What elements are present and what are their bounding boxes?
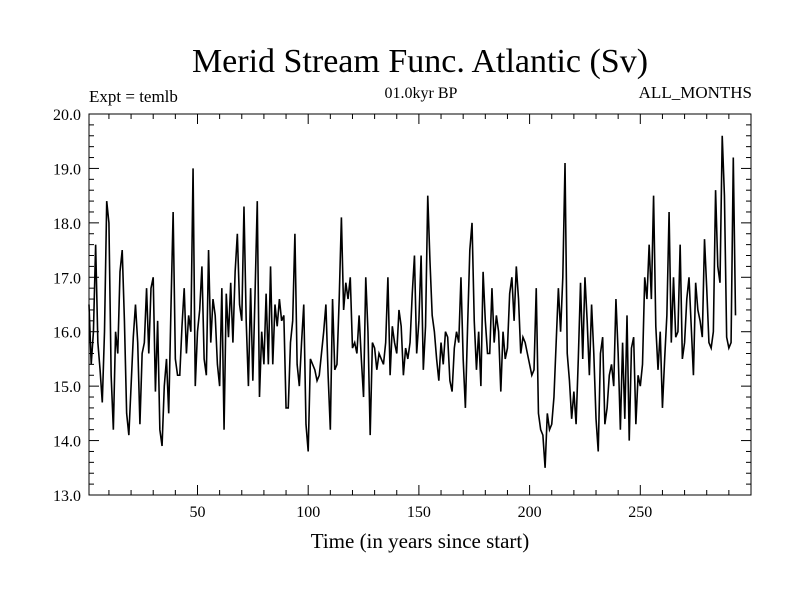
x-tick-label: 50	[189, 504, 205, 521]
axis-ticks	[89, 113, 751, 496]
x-tick-label: 150	[407, 504, 431, 521]
months-label: ALL_MONTHS	[639, 83, 752, 102]
y-tick-label: 14.0	[53, 434, 81, 451]
y-tick-label: 15.0	[53, 379, 81, 396]
chart-title: Merid Stream Func. Atlantic (Sv)	[192, 43, 648, 80]
chart-subtitle: 01.0kyr BP	[385, 85, 458, 102]
x-axis-label: Time (in years since start)	[311, 529, 530, 553]
series-line-moc	[88, 135, 737, 468]
y-tick-label: 13.0	[53, 488, 81, 505]
x-tick-label: 200	[518, 504, 542, 521]
y-tick-label: 16.0	[53, 325, 81, 342]
y-tick-label: 19.0	[53, 161, 81, 178]
plot-frame	[88, 113, 752, 496]
y-tick-labels: 13.0 14.0 15.0 16.0 17.0 18.0 19.0 20.0	[53, 107, 81, 505]
y-tick-label: 18.0	[53, 216, 81, 233]
x-tick-labels: 50 100 150 200 250	[189, 504, 652, 521]
y-tick-label: 20.0	[53, 107, 81, 124]
x-tick-label: 250	[628, 504, 652, 521]
x-tick-label: 100	[296, 504, 320, 521]
y-tick-label: 17.0	[53, 270, 81, 287]
experiment-label: Expt = temlb	[89, 87, 178, 106]
